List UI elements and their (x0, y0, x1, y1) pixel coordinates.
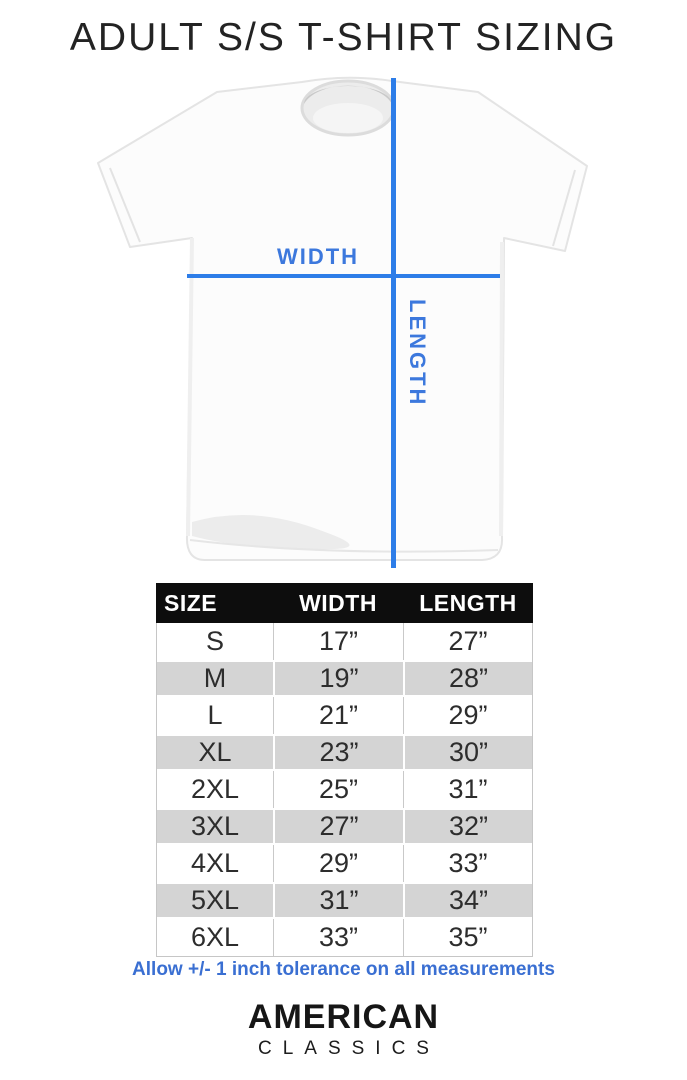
cell-size: XL (198, 737, 232, 767)
cell-width: 25” (273, 771, 403, 808)
cell-length: 28” (403, 660, 532, 697)
size-chart-table: SIZE WIDTH LENGTH S 17” 27” M 19” 28” L … (156, 583, 533, 957)
cell-size: M (203, 663, 227, 693)
column-header-length: LENGTH (419, 589, 517, 616)
column-header-size: SIZE (164, 589, 218, 616)
table-row: S 17” 27” (157, 623, 532, 660)
table-row: 2XL 25” 31” (157, 771, 532, 808)
cell-size: 2XL (190, 774, 240, 804)
cell-length: 30” (403, 734, 532, 771)
table-row: 4XL 29” 33” (157, 845, 532, 882)
right-cuff-crease (552, 169, 576, 247)
cell-width: 23” (273, 734, 403, 771)
cell-width: 19” (273, 660, 403, 697)
width-measure-line (187, 274, 500, 278)
cell-length: 34” (403, 882, 532, 919)
table-row: 3XL 27” 32” (157, 808, 532, 845)
table-row: L 21” 29” (157, 697, 532, 734)
cell-size: L (207, 700, 223, 730)
cell-size: 3XL (190, 811, 240, 841)
size-chart-header-row: SIZE WIDTH LENGTH (156, 583, 533, 623)
cell-length: 33” (403, 845, 532, 882)
tshirt-graphic (97, 76, 588, 561)
length-measure-line (391, 78, 396, 568)
brand-name-classics: CLASSICS (258, 1038, 440, 1059)
column-header-width: WIDTH (299, 589, 377, 616)
width-measure-label: WIDTH (276, 244, 360, 269)
table-row: 5XL 31” 34” (157, 882, 532, 919)
cell-length: 31” (403, 771, 532, 808)
cell-width: 33” (273, 919, 403, 956)
tshirt-illustration (80, 70, 610, 582)
table-row: XL 23” 30” (157, 734, 532, 771)
cell-width: 27” (273, 808, 403, 845)
cell-length: 35” (403, 919, 532, 956)
size-chart-body: S 17” 27” M 19” 28” L 21” 29” XL 23” 30”… (156, 623, 533, 957)
hem-fold-shade (192, 514, 350, 550)
page-title: ADULT S/S T-SHIRT SIZING (69, 16, 618, 59)
length-measure-label: LENGTH (405, 299, 430, 408)
table-row: 6XL 33” 35” (157, 919, 532, 956)
tolerance-note: Allow +/- 1 inch tolerance on all measur… (132, 959, 555, 980)
collar-front (313, 103, 383, 133)
brand-logo: AMERICAN CLASSICS (0, 998, 687, 1060)
cell-width: 21” (273, 697, 403, 734)
cell-size: S (205, 626, 224, 656)
cell-size: 5XL (190, 885, 240, 915)
cell-length: 27” (403, 623, 532, 660)
cell-width: 17” (273, 623, 403, 660)
left-side-shade (186, 237, 194, 537)
table-row: M 19” 28” (157, 660, 532, 697)
right-side-shade (499, 241, 504, 537)
cell-size: 6XL (190, 922, 240, 952)
cell-length: 32” (403, 808, 532, 845)
cell-length: 29” (403, 697, 532, 734)
cell-size: 4XL (190, 848, 240, 878)
cell-width: 29” (273, 845, 403, 882)
brand-name-american: AMERICAN (247, 998, 440, 1036)
hem-line (189, 539, 499, 553)
cell-width: 31” (273, 882, 403, 919)
tshirt-body-shape (97, 76, 588, 561)
left-cuff-crease (109, 167, 141, 243)
